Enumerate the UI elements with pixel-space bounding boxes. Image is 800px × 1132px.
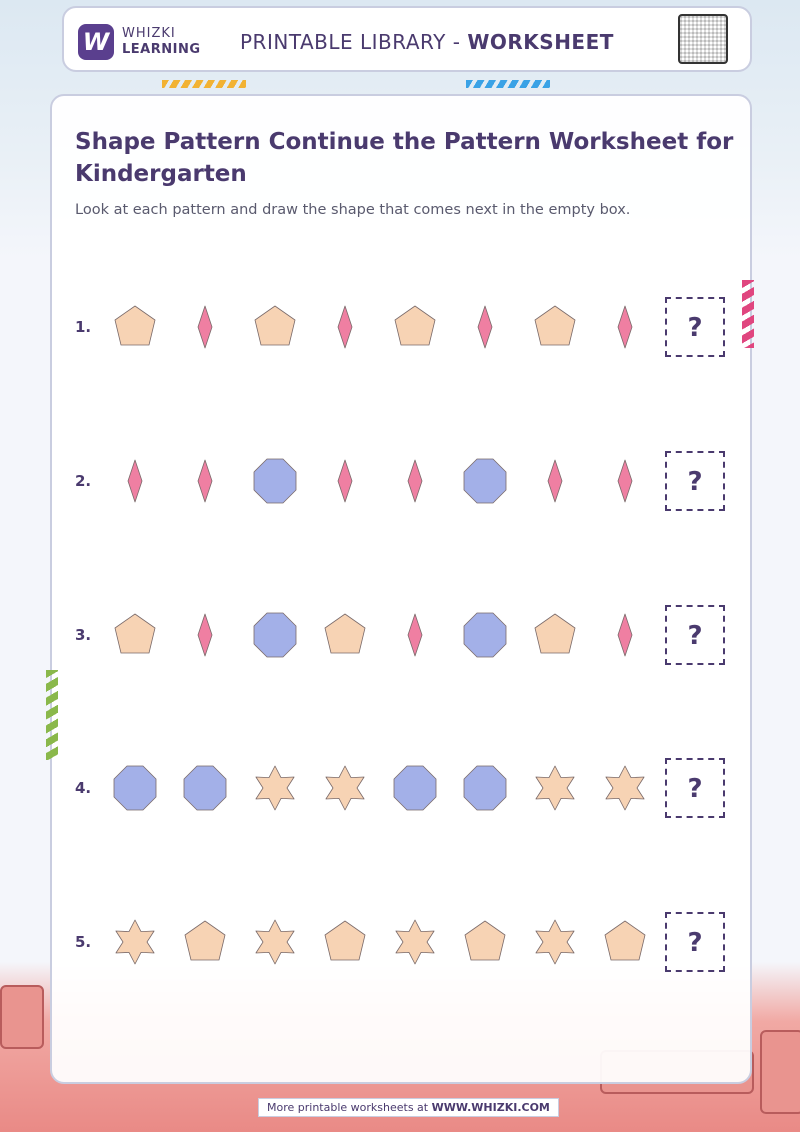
answer-box[interactable]: ? <box>665 912 725 972</box>
site-header: W WHIZKI LEARNING PRINTABLE LIBRARY - WO… <box>62 6 752 72</box>
octagon-shape-icon <box>170 753 240 823</box>
row-number: 4. <box>75 779 92 797</box>
row-number: 3. <box>75 626 92 644</box>
worksheet-instructions: Look at each pattern and draw the shape … <box>75 202 631 218</box>
pentagon-shape-icon <box>310 907 380 977</box>
pentagon-shape-icon <box>380 292 450 362</box>
row-number: 2. <box>75 472 92 490</box>
diamond-shape-icon <box>310 446 380 516</box>
diamond-shape-icon <box>310 292 380 362</box>
star-shape-icon <box>240 753 310 823</box>
blue-stripe-decoration <box>466 80 550 88</box>
library-label: PRINTABLE LIBRARY - <box>240 30 468 54</box>
worksheet-title: Shape Pattern Continue the Pattern Works… <box>75 129 734 187</box>
octagon-shape-icon <box>240 600 310 670</box>
diamond-shape-icon <box>450 292 520 362</box>
pentagon-shape-icon <box>450 907 520 977</box>
pentagon-shape-icon <box>520 292 590 362</box>
diamond-shape-icon <box>590 446 660 516</box>
yellow-stripe-decoration <box>162 80 246 88</box>
answer-box[interactable]: ? <box>665 758 725 818</box>
diamond-shape-icon <box>520 446 590 516</box>
pattern-row: 3.? <box>0 600 800 670</box>
octagon-shape-icon <box>450 753 520 823</box>
qr-code-icon[interactable] <box>678 14 728 64</box>
library-heading: PRINTABLE LIBRARY - WORKSHEET <box>240 30 614 54</box>
diamond-shape-icon <box>170 292 240 362</box>
octagon-shape-icon <box>450 446 520 516</box>
diamond-shape-icon <box>170 446 240 516</box>
footer-prefix: More printable worksheets at <box>267 1101 432 1114</box>
footer-link[interactable]: More printable worksheets at WWW.WHIZKI.… <box>258 1098 559 1117</box>
pattern-row: 2.? <box>0 446 800 516</box>
brand-line1: WHIZKI <box>122 26 176 41</box>
octagon-shape-icon <box>380 753 450 823</box>
pattern-row: 1.? <box>0 292 800 362</box>
answer-box[interactable]: ? <box>665 605 725 665</box>
row-number: 1. <box>75 318 92 336</box>
diamond-shape-icon <box>380 600 450 670</box>
diamond-shape-icon <box>590 600 660 670</box>
pentagon-shape-icon <box>590 907 660 977</box>
pentagon-shape-icon <box>100 600 170 670</box>
star-shape-icon <box>240 907 310 977</box>
rock-decoration <box>760 1030 800 1114</box>
diamond-shape-icon <box>590 292 660 362</box>
green-stripe-decoration <box>46 670 58 760</box>
pattern-row: 5.? <box>0 907 800 977</box>
diamond-shape-icon <box>170 600 240 670</box>
footer-site[interactable]: WWW.WHIZKI.COM <box>431 1101 550 1114</box>
octagon-shape-icon <box>240 446 310 516</box>
star-shape-icon <box>310 753 380 823</box>
pattern-row: 4.? <box>0 753 800 823</box>
pentagon-shape-icon <box>170 907 240 977</box>
brand-name: WHIZKI LEARNING <box>122 26 201 58</box>
pentagon-shape-icon <box>100 292 170 362</box>
star-shape-icon <box>380 907 450 977</box>
diamond-shape-icon <box>100 446 170 516</box>
answer-box[interactable]: ? <box>665 451 725 511</box>
star-shape-icon <box>520 753 590 823</box>
star-shape-icon <box>100 907 170 977</box>
star-shape-icon <box>520 907 590 977</box>
worksheet-paper <box>50 94 752 1084</box>
octagon-shape-icon <box>450 600 520 670</box>
brand-line2: LEARNING <box>122 42 201 57</box>
pentagon-shape-icon <box>240 292 310 362</box>
diamond-shape-icon <box>380 446 450 516</box>
library-kind: WORKSHEET <box>467 30 614 54</box>
star-shape-icon <box>590 753 660 823</box>
rock-decoration <box>0 985 44 1049</box>
pentagon-shape-icon <box>310 600 380 670</box>
octagon-shape-icon <box>100 753 170 823</box>
pink-stripe-decoration <box>742 280 754 348</box>
row-number: 5. <box>75 933 92 951</box>
whizki-logo[interactable]: W <box>78 24 114 60</box>
answer-box[interactable]: ? <box>665 297 725 357</box>
pentagon-shape-icon <box>520 600 590 670</box>
